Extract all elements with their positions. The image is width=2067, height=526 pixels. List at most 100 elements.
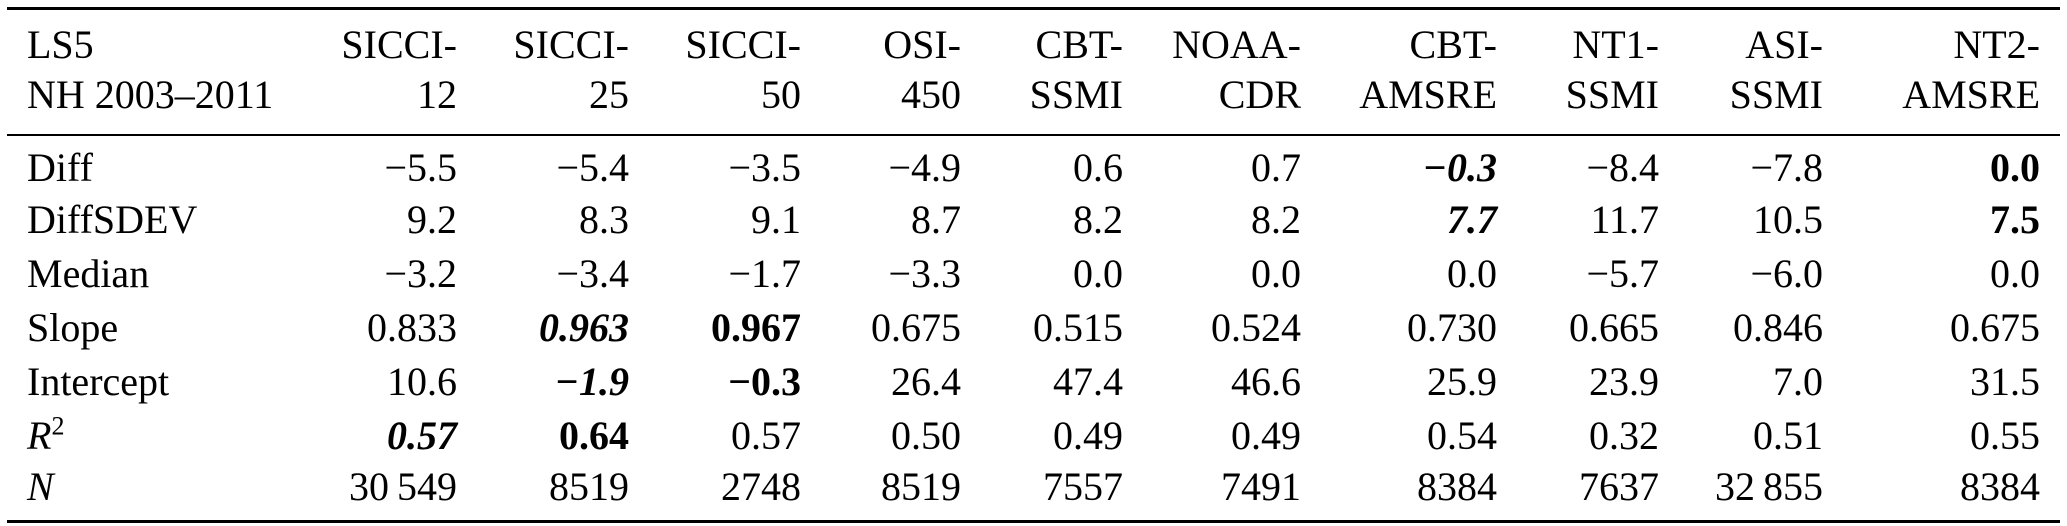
column-header: OSI- 450 [821, 9, 981, 136]
value-cell: −5.7 [1586, 250, 1659, 296]
value-cell: −0.3 [728, 358, 801, 404]
value-cell: 0.7 [1251, 145, 1301, 190]
column-header-line2: 50 [761, 72, 801, 117]
value-cell: −6.0 [1750, 250, 1823, 296]
value-cell: 0.0 [1990, 250, 2040, 296]
column-header: NT2- AMSRE [1843, 9, 2060, 136]
column-header-line1: NT1- [1572, 22, 1659, 67]
value-cell: 8.2 [1251, 196, 1301, 242]
value-cell: 0.6 [1073, 145, 1123, 190]
value-cell: 7.7 [1447, 196, 1497, 242]
row-label: N [27, 464, 54, 509]
table-row: Diff −5.5 −5.4 −3.5 −4.9 0.6 0.7 −0.3 −8.4 −7.8 0.… [7, 135, 2060, 192]
column-header: NOAA- CDR [1143, 9, 1321, 136]
value-cell: 0.0 [1073, 250, 1123, 296]
value-cell: 0.0 [1990, 145, 2040, 190]
value-cell: 8.3 [579, 196, 629, 242]
stub-line2: NH 2003–2011 [27, 72, 274, 117]
value-cell: −1.9 [554, 358, 629, 404]
table-row: N 30 549 8519 2748 8519 7557 7491 8384 7637 32 85… [7, 462, 2060, 522]
stub-line1: LS5 [27, 22, 94, 67]
value-cell: 0.833 [367, 304, 457, 350]
value-cell: 0.55 [1970, 412, 2040, 458]
value-cell: −5.5 [384, 145, 457, 190]
value-cell: 11.7 [1590, 196, 1659, 242]
table-row: Slope 0.833 0.963 0.967 0.675 0.515 0.524 0.730… [7, 300, 2060, 354]
value-cell: 46.6 [1231, 358, 1301, 404]
column-header-line1: CBT- [1409, 22, 1497, 67]
value-cell: 0.846 [1733, 304, 1823, 350]
column-header-line1: CBT- [1035, 22, 1123, 67]
value-cell: −7.8 [1750, 145, 1823, 190]
value-cell: 0.54 [1427, 412, 1497, 458]
value-cell: 9.2 [407, 196, 457, 242]
column-header: SICCI- 12 [297, 9, 477, 136]
column-header: SICCI- 25 [477, 9, 649, 136]
value-cell: 0.730 [1407, 304, 1497, 350]
row-label: Median [27, 250, 150, 296]
value-cell: 2748 [721, 464, 801, 509]
row-label: R2 [27, 411, 65, 458]
value-cell: 0.675 [871, 304, 961, 350]
column-header-line2: AMSRE [1902, 72, 2040, 117]
table-body: Diff −5.5 −5.4 −3.5 −4.9 0.6 0.7 −0.3 −8.4 −7.8 0.… [7, 135, 2060, 522]
statistics-table: LS5 NH 2003–2011 SICCI- 12 SICCI- 25 SICCI- 5… [7, 7, 2060, 523]
value-cell: −0.3 [1422, 145, 1497, 190]
value-cell: 0.57 [387, 412, 457, 458]
value-cell: 26.4 [891, 358, 961, 404]
value-cell: 25.9 [1427, 358, 1497, 404]
value-cell: 0.64 [559, 412, 629, 458]
value-cell: 23.9 [1589, 358, 1659, 404]
row-label-superscript: 2 [51, 411, 65, 441]
value-cell: 47.4 [1053, 358, 1123, 404]
value-cell: 0.0 [1447, 250, 1497, 296]
value-cell: 0.675 [1950, 304, 2040, 350]
value-cell: 7491 [1221, 464, 1301, 509]
stub-header: LS5 NH 2003–2011 [7, 9, 297, 136]
column-header: CBT- AMSRE [1321, 9, 1517, 136]
column-header-line1: ASI- [1745, 22, 1823, 67]
column-header: CBT- SSMI [981, 9, 1143, 136]
value-cell: 8519 [549, 464, 629, 509]
header-row: LS5 NH 2003–2011 SICCI- 12 SICCI- 25 SICCI- 5… [7, 9, 2060, 136]
value-cell: 30 549 [348, 464, 457, 509]
column-header-line2: 25 [589, 72, 629, 117]
column-header-line1: NT2- [1953, 22, 2040, 67]
value-cell: 0.963 [539, 304, 629, 350]
column-header-line1: SICCI- [685, 22, 801, 67]
value-cell: 0.0 [1251, 250, 1301, 296]
table-row: R2 0.57 0.64 0.57 0.50 0.49 0.49 0.54 0.32 0.51 0.… [7, 408, 2060, 462]
value-cell: −3.2 [384, 250, 457, 296]
column-header-line1: SICCI- [341, 22, 457, 67]
value-cell: 0.515 [1033, 304, 1123, 350]
value-cell: 0.57 [731, 412, 801, 458]
value-cell: 0.50 [891, 412, 961, 458]
row-label: Slope [27, 304, 119, 350]
value-cell: 9.1 [751, 196, 801, 242]
value-cell: −5.4 [556, 145, 629, 190]
table-header: LS5 NH 2003–2011 SICCI- 12 SICCI- 25 SICCI- 5… [7, 9, 2060, 136]
column-header-line1: NOAA- [1172, 22, 1301, 67]
column-header-line1: OSI- [883, 22, 961, 67]
value-cell: −4.9 [888, 145, 961, 190]
value-cell: −8.4 [1586, 145, 1659, 190]
value-cell: 10.6 [387, 358, 457, 404]
value-cell: 7.0 [1773, 358, 1823, 404]
value-cell: 8519 [881, 464, 961, 509]
value-cell: 8384 [1960, 464, 2040, 509]
row-label: Intercept [27, 358, 170, 404]
value-cell: 32 855 [1714, 464, 1823, 509]
value-cell: 7637 [1579, 464, 1659, 509]
value-cell: 8384 [1417, 464, 1497, 509]
value-cell: 0.51 [1753, 412, 1823, 458]
column-header-line2: SSMI [1029, 72, 1123, 117]
column-header-line2: 12 [417, 72, 457, 117]
column-header: NT1- SSMI [1517, 9, 1679, 136]
column-header-line1: SICCI- [513, 22, 629, 67]
row-label: DiffSDEV [27, 196, 198, 242]
row-label: Diff [27, 145, 93, 190]
value-cell: −1.7 [728, 250, 801, 296]
value-cell: 0.49 [1053, 412, 1123, 458]
value-cell: −3.4 [556, 250, 629, 296]
